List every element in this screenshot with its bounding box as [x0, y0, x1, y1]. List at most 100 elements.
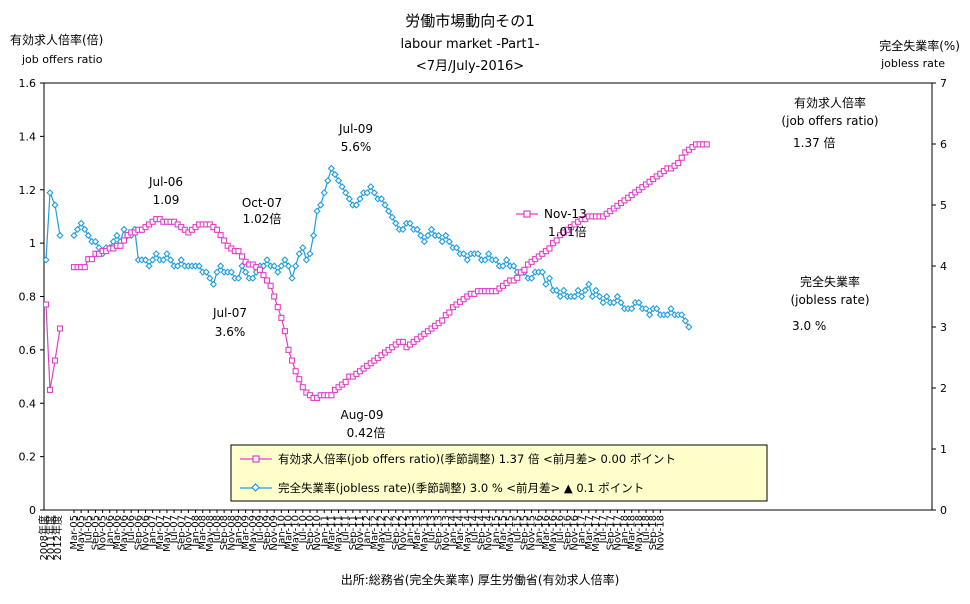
x-annual-label: 2008年度: [37, 515, 50, 560]
x-month-label: Jan-11: [319, 515, 330, 548]
data-point: [510, 262, 518, 270]
x-month-label: Nov-05: [98, 515, 109, 551]
x-month-label: Jul-11: [341, 515, 352, 544]
data-point: [356, 195, 364, 203]
data-point: [324, 176, 332, 185]
data-point: [653, 305, 661, 313]
data-point: [216, 262, 225, 270]
right-tick-label: 2: [940, 382, 947, 395]
x-month-label: Jul-09: [255, 515, 266, 544]
right-tick-label: 0: [940, 504, 947, 517]
series-line-annual: [45, 304, 61, 391]
data-point: [502, 256, 511, 264]
data-point: [277, 262, 285, 270]
data-point: [263, 256, 271, 264]
data-point: [295, 250, 303, 258]
data-point: [284, 262, 293, 270]
left-axis-title-en: job offers ratio: [21, 53, 103, 66]
data-point: [381, 201, 389, 209]
data-point: [427, 225, 436, 234]
annotation-jul06-label: Jul-06: [148, 175, 183, 189]
data-point: [345, 195, 353, 203]
legend-jobless-marker: [251, 483, 260, 492]
x-month-label: Jul-12: [384, 515, 395, 544]
chart-subtitle: labour market -Part1-: [400, 37, 539, 52]
data-point: [249, 274, 257, 282]
data-point: [174, 262, 182, 270]
x-month-label: Jul-14: [469, 515, 480, 544]
data-point: [306, 250, 314, 258]
x-month-label: May-18: [634, 515, 645, 552]
data-point: [270, 262, 278, 270]
x-month-label: Nov-18: [655, 515, 666, 551]
data-point: [556, 292, 564, 301]
data-point: [560, 286, 568, 295]
x-month-label: Nov-11: [355, 515, 366, 551]
data-point: [292, 262, 300, 270]
right-tick-label: 5: [940, 199, 947, 212]
data-point: [141, 256, 150, 264]
data-point: [553, 237, 560, 244]
x-month-label: Jan-13: [405, 515, 416, 548]
data-point: [388, 213, 396, 221]
right-tick-label: 3: [940, 321, 947, 334]
x-month-label: Jul-17: [598, 515, 609, 544]
data-point: [442, 231, 450, 240]
x-month-label: May-10: [291, 515, 302, 552]
data-point: [603, 292, 611, 301]
x-month-label: Jan-16: [534, 515, 545, 548]
data-point: [56, 231, 64, 240]
left-axis: 0 0.2 0.4 0.6 0.8 1 1.2 1.4 1.6: [19, 77, 44, 517]
end-label-offers-value: 1.37 倍: [793, 135, 836, 150]
x-month-label: Sep-10: [305, 515, 316, 550]
data-point: [120, 225, 128, 234]
data-point: [460, 250, 468, 258]
x-month-label: Mar-08: [198, 515, 209, 550]
right-tick-label: 7: [940, 77, 947, 90]
data-point: [574, 286, 582, 295]
data-point: [585, 280, 593, 288]
right-tick-label: 4: [940, 260, 947, 273]
x-month-label: Sep-07: [176, 515, 187, 550]
data-point: [384, 207, 393, 215]
data-point: [241, 268, 250, 276]
x-month-label: Sep-05: [90, 515, 101, 550]
data-point: [628, 305, 636, 313]
x-month-label: Jan-14: [448, 515, 459, 548]
x-month-label: Jan-15: [491, 515, 502, 548]
data-point: [91, 237, 100, 246]
x-month-label: May-07: [162, 515, 173, 552]
data-point: [485, 250, 493, 258]
data-point: [445, 237, 453, 246]
annotation-jul09-value: 5.6%: [341, 140, 372, 154]
end-label-jobless-value: 3.0 %: [792, 319, 826, 333]
data-point: [635, 298, 643, 307]
x-month-label: Nov-10: [312, 515, 323, 551]
data-point: [367, 183, 375, 191]
x-month-label: Sep-09: [262, 515, 273, 550]
legend-offers-text: 有効求人倍率(job offers ratio)(季節調整) 1.37 倍 <前…: [278, 452, 676, 466]
data-point: [527, 274, 536, 282]
left-tick-label: 1: [29, 237, 36, 250]
data-point: [238, 253, 246, 260]
data-point: [177, 256, 185, 264]
left-tick-label: 1.6: [19, 77, 37, 90]
x-month-label: Mar-18: [627, 515, 638, 550]
data-point: [681, 317, 689, 325]
left-tick-label: 0: [29, 504, 36, 517]
data-point: [317, 201, 325, 209]
data-point: [256, 266, 263, 273]
data-point: [435, 231, 443, 240]
data-point: [271, 293, 278, 300]
x-month-label: May-13: [419, 515, 430, 552]
data-point: [113, 231, 121, 240]
data-point: [73, 225, 82, 234]
x-month-label: Jan-08: [191, 515, 202, 548]
x-month-label: Jan-10: [276, 515, 287, 548]
data-point: [352, 201, 361, 209]
data-point: [663, 311, 672, 319]
data-point: [363, 189, 371, 197]
source-note: 出所:総務省(完全失業率) 厚生労働省(有効求人倍率): [341, 572, 620, 587]
x-annual-label: 2011年度: [44, 515, 57, 560]
x-month-label: Jul-05: [83, 515, 94, 544]
